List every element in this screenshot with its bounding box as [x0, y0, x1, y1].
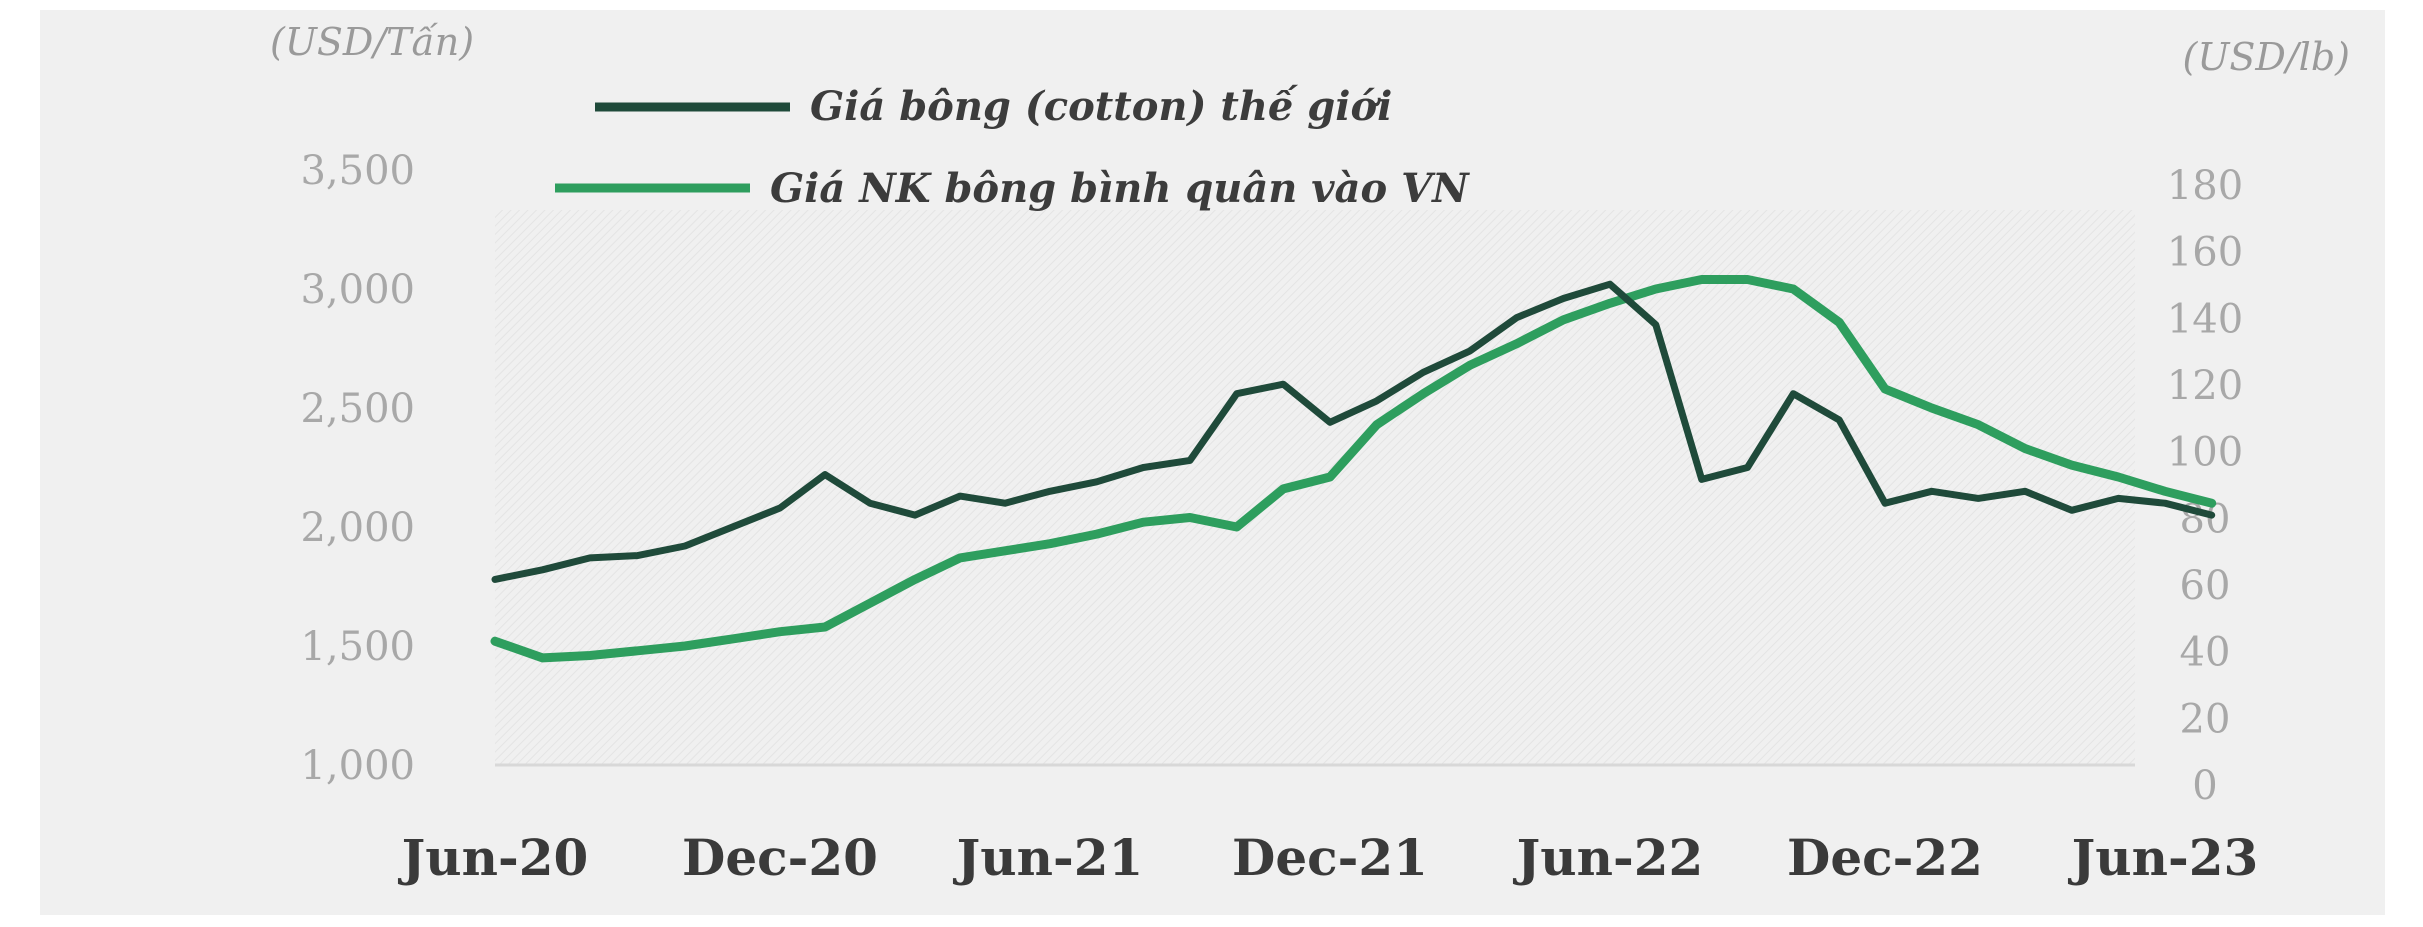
- series-line-world-cotton: [491, 280, 2216, 583]
- y-right-tick-label: 0: [2192, 763, 2217, 809]
- legend-label-vn-import: Giá NK bông bình quân vào VN: [770, 165, 1470, 212]
- line-chart: (USD/Tấn) (USD/lb) 3,500 3,000 2,500 2,000 1…: [270, 20, 2350, 887]
- y-left-tick-label: 1,000: [300, 743, 415, 789]
- y-left-tick-label: 3,000: [300, 267, 415, 313]
- right-axis-unit: (USD/lb): [2183, 35, 2350, 79]
- y-axis-left: 3,500 3,000 2,500 2,000 1,500 1,000: [300, 148, 415, 789]
- legend: Giá bông (cotton) thế giới Giá NK bông b…: [555, 83, 1470, 212]
- y-right-tick-label: 40: [2180, 630, 2231, 676]
- y-right-tick-label: 60: [2180, 563, 2231, 609]
- x-tick-label: Jun-22: [1513, 828, 1704, 887]
- legend-label-world-cotton: Giá bông (cotton) thế giới: [810, 83, 1392, 130]
- chart-area: (USD/Tấn) (USD/lb) 3,500 3,000 2,500 2,000 1…: [40, 10, 2385, 915]
- x-tick-label: Dec-22: [1787, 828, 1983, 887]
- y-left-tick-label: 3,500: [300, 148, 415, 194]
- x-tick-label: Dec-20: [682, 828, 878, 887]
- series-layer: [490, 275, 2217, 663]
- y-right-tick-label: 120: [2167, 363, 2243, 409]
- y-right-tick-label: 100: [2167, 430, 2243, 476]
- y-right-tick-label: 160: [2167, 230, 2243, 276]
- y-right-tick-label: 180: [2167, 163, 2243, 209]
- series-line-vn-import: [490, 275, 2217, 663]
- plot-area: [495, 210, 2135, 765]
- y-left-tick-label: 1,500: [300, 624, 415, 670]
- left-axis-unit: (USD/Tấn): [270, 20, 474, 64]
- x-axis: Jun-20 Dec-20 Jun-21 Dec-21 Jun-22 Dec-22 Jun-…: [398, 828, 2259, 887]
- y-left-tick-label: 2,500: [300, 386, 415, 432]
- y-left-tick-label: 2,000: [300, 505, 415, 551]
- x-tick-label: Jun-21: [953, 828, 1144, 887]
- y-right-tick-label: 140: [2167, 296, 2243, 342]
- x-tick-label: Dec-21: [1232, 828, 1428, 887]
- x-tick-label: Jun-23: [2068, 828, 2259, 887]
- y-right-tick-label: 20: [2180, 696, 2231, 742]
- x-tick-label: Jun-20: [398, 828, 589, 887]
